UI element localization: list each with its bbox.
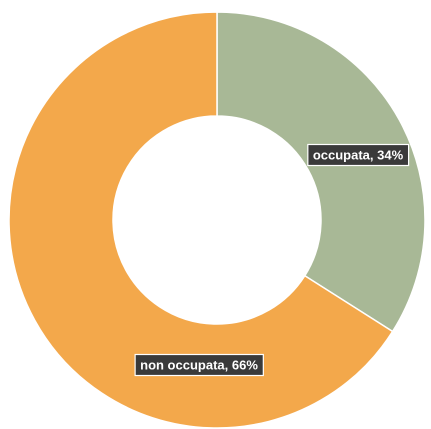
data-label-background: [307, 143, 410, 167]
data-label-non-occupata: non occupata, 66%: [134, 353, 264, 377]
data-label-text: non occupata, 66%: [140, 358, 258, 373]
slice-non-occupata: [8, 11, 394, 429]
data-labels-group: occupata, 34% non occupata, 66%: [134, 143, 410, 377]
slice-occupata: [216, 11, 426, 333]
data-label-occupata: occupata, 34%: [307, 143, 410, 167]
slices-group: [8, 11, 426, 429]
data-label-text: occupata, 34%: [313, 148, 404, 163]
data-label-background: [134, 353, 264, 377]
